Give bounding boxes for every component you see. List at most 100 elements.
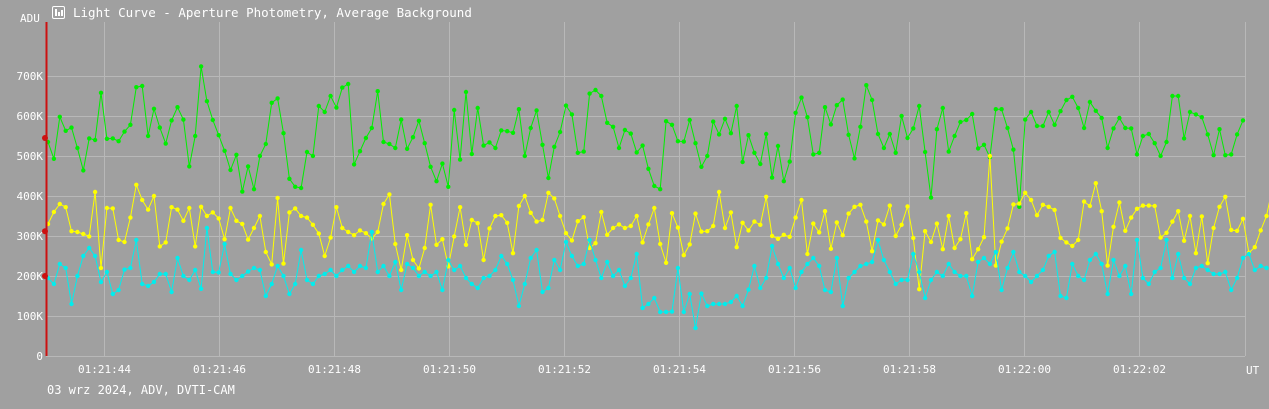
data-point [204,213,210,219]
data-point [322,109,327,115]
data-point [98,90,104,96]
data-point [934,127,940,132]
data-point [569,253,575,259]
data-point [887,203,892,208]
data-point [569,112,575,117]
data-point [1217,127,1222,132]
data-point [128,215,133,220]
data-point [781,275,786,281]
x-tick-label: 01:22:02 [1113,363,1166,376]
data-point [387,192,392,197]
data-point [316,231,321,236]
data-point [245,269,251,274]
data-point [1123,125,1128,131]
data-point [764,194,769,199]
data-point [81,253,86,259]
data-point [669,211,675,216]
y-tick-label: 500K [17,150,44,163]
data-point [734,245,739,250]
data-point [204,225,210,231]
data-point [940,247,945,252]
data-point [493,145,498,151]
data-point [1187,109,1193,115]
data-point [175,207,180,212]
axis-marker-dot [42,228,48,235]
observation-info: 03 wrz 2024, ADV, DVTI-CAM [47,383,235,397]
data-point [616,222,622,227]
data-point [328,267,333,273]
data-point [234,218,239,223]
data-point [334,273,339,279]
data-point [1152,269,1157,275]
data-point [81,231,86,237]
data-point [1123,263,1128,269]
data-point [546,175,551,181]
data-point [805,261,810,267]
data-point [993,263,998,268]
data-point [316,273,321,279]
data-point [1011,147,1016,152]
data-point [540,142,545,147]
data-point [1252,245,1258,250]
data-point [1134,206,1140,211]
data-point [805,115,810,120]
data-point [181,218,186,223]
x-tick-label: 01:21:46 [193,363,246,376]
data-point [1170,219,1175,224]
data-point [1076,105,1081,111]
data-point [899,113,904,119]
data-point [716,132,722,137]
data-point [387,273,392,279]
data-point [487,140,492,145]
data-point [346,81,351,87]
data-point [140,281,145,287]
data-point [905,277,910,283]
data-point [1264,213,1269,219]
data-point [340,267,345,273]
data-point [740,159,745,165]
data-point [1158,153,1163,159]
data-point [293,206,298,211]
axis-marker-dot [42,273,48,279]
data-point [1140,133,1146,139]
data-point [1123,228,1128,233]
data-point [363,231,369,236]
data-point [140,83,145,89]
data-point [257,267,263,273]
data-point [499,128,504,133]
data-point [893,150,898,155]
data-point [157,244,162,249]
data-point [1105,291,1110,297]
data-point [1264,265,1269,271]
data-point [793,285,798,291]
data-point [811,152,816,157]
data-point [917,269,922,275]
data-point [646,166,651,171]
data-point [1252,267,1258,273]
data-point [422,141,427,146]
data-point [363,265,369,271]
data-point [381,263,386,269]
data-point [987,261,993,267]
data-point [122,129,127,134]
data-point [216,133,221,138]
data-point [134,85,139,90]
data-point [840,233,845,238]
data-point [687,117,692,123]
data-point [581,215,586,220]
data-point [499,253,504,259]
data-point [663,119,669,124]
data-point [952,245,957,251]
data-point [1005,265,1010,271]
data-point [764,275,769,281]
data-point [1229,287,1234,293]
data-point [899,277,904,283]
data-point [728,131,734,136]
data-point [834,255,839,261]
data-point [446,184,451,189]
data-point [952,269,957,275]
chart-axes: 0 100K 200K 300K 400K 500K 600K 700K 01:21:44 01:… [17,22,1166,376]
data-point [92,253,98,259]
data-point [334,205,339,210]
data-point [828,122,834,127]
